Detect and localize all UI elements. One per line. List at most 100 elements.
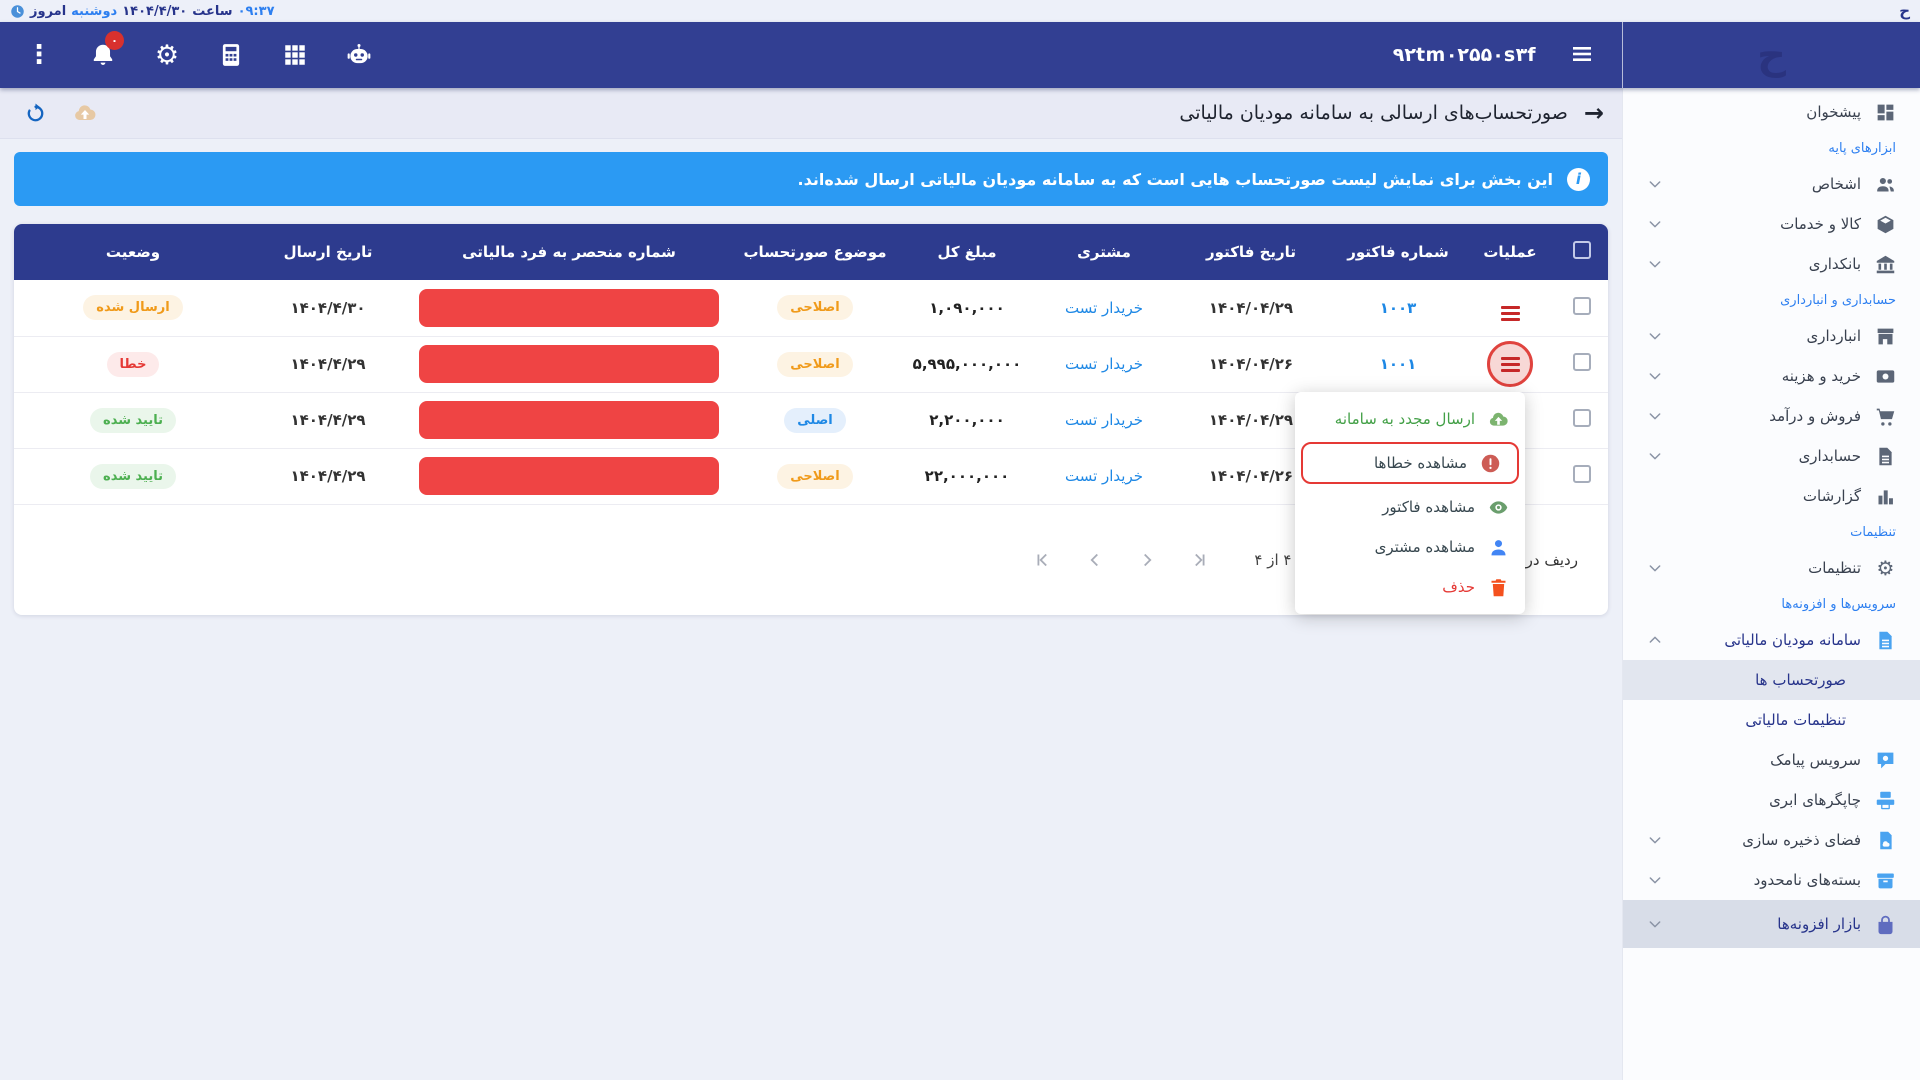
info-banner: i این بخش برای نمایش لیست صورتحساب هایی …: [14, 152, 1608, 206]
chevron-down-icon: [1647, 832, 1663, 848]
sidebar-item-banking[interactable]: بانکداری: [1623, 244, 1920, 284]
sidebar-toggle-icon[interactable]: [1566, 38, 1600, 72]
sent-date: ۱۴۰۴/۴/۲۹: [290, 411, 366, 429]
info-banner-text: این بخش برای نمایش لیست صورتحساب هایی اس…: [797, 169, 1553, 189]
invoice-date: ۱۴۰۴/۰۴/۲۹: [1208, 298, 1294, 317]
sidebar-item-invoices[interactable]: صورتحساب ها: [1623, 660, 1920, 700]
total-amount: ۲,۲۰۰,۰۰۰: [929, 411, 1005, 429]
gears-icon: ⚙: [1876, 556, 1895, 580]
sidebar-item-tax-settings[interactable]: تنظیمات مالیاتی: [1745, 711, 1846, 729]
top-navbar: ح ۹۲tm۰۲۵۵۰s۳f ⚙ ۰ ⋮: [0, 22, 1920, 88]
page-toolbar: → صورتحساب‌های ارسالی به سامانه مودیان م…: [0, 88, 1622, 138]
table-row: ۱۰۰۳ ۱۴۰۴/۰۴/۲۹ خریدار تست ۱,۰۹۰,۰۰۰ اصل…: [14, 280, 1608, 337]
menu-item-view-customer[interactable]: مشاهده مشتری: [1295, 527, 1525, 567]
header-total: مبلغ کل: [896, 224, 1038, 280]
chevron-down-icon: [1647, 368, 1663, 384]
row-checkbox[interactable]: [1573, 409, 1591, 427]
subject-badge: اصلاحی: [777, 463, 853, 489]
chevron-down-icon: [1647, 176, 1663, 192]
sent-date: ۱۴۰۴/۴/۳۰: [290, 298, 366, 317]
header-invoice-no: شماره فاکتور: [1332, 224, 1464, 280]
header-operations: عملیات: [1464, 224, 1556, 280]
invoice-date: ۱۴۰۴/۰۴/۲۹: [1208, 411, 1294, 429]
sidebar-item-settings[interactable]: ⚙ تنظیمات: [1623, 548, 1920, 588]
sidebar-item-sms-service[interactable]: سرویس پیامک: [1623, 740, 1920, 780]
os-top-strip: ح ۰۹:۳۷ ساعت ۱۴۰۴/۴/۳۰ دوشنبه امروز: [0, 0, 1920, 22]
calculator-icon[interactable]: [214, 38, 248, 72]
sidebar-section-accounting-inventory: حسابداری و انبارداری: [1780, 292, 1896, 308]
sidebar-item-goods-services[interactable]: کالا و خدمات: [1623, 204, 1920, 244]
sidebar-item-dashboard[interactable]: پیشخوان: [1623, 92, 1920, 132]
sidebar-item-inventory[interactable]: انبارداری: [1623, 316, 1920, 356]
sidebar-section-settings: تنظیمات: [1850, 524, 1896, 540]
customer-link[interactable]: خریدار تست: [1064, 298, 1144, 317]
sidebar-item-sales-income[interactable]: فروش و درآمد: [1623, 396, 1920, 436]
settings-gear-icon[interactable]: ⚙: [154, 39, 180, 71]
time-value: ۰۹:۳۷: [237, 3, 275, 19]
customer-link[interactable]: خریدار تست: [1064, 355, 1144, 373]
assistant-bot-icon[interactable]: [342, 38, 376, 72]
sidebar-item-persons[interactable]: اشخاص: [1623, 164, 1920, 204]
prev-page-button[interactable]: [1084, 549, 1106, 571]
select-all-checkbox[interactable]: [1573, 241, 1591, 259]
workspace-id: ۹۲tm۰۲۵۵۰s۳f: [1392, 44, 1536, 66]
table-row: ۱۰۰۱ ۱۴۰۴/۰۴/۲۶ خریدار تست ۵,۹۹۵,۰۰۰,۰۰۰…: [14, 336, 1608, 393]
chevron-down-icon: [1647, 408, 1663, 424]
sidebar-item-storage-space[interactable]: فضای ذخیره سازی: [1623, 820, 1920, 860]
row-checkbox[interactable]: [1573, 465, 1591, 483]
customer-link[interactable]: خریدار تست: [1064, 411, 1144, 429]
notifications-bell-icon[interactable]: ۰: [86, 31, 124, 72]
app-logo-small: ح: [1899, 1, 1910, 20]
sidebar-section-services-addons: سرویس‌ها و افزونه‌ها: [1781, 596, 1896, 612]
sidebar-section-basic-tools: ابزارهای پایه: [1828, 140, 1896, 156]
today-label: امروز: [30, 3, 67, 19]
sidebar-item-purchase-expense[interactable]: خرید و هزینه: [1623, 356, 1920, 396]
chevron-down-icon: [1647, 328, 1663, 344]
back-arrow-icon[interactable]: →: [1583, 99, 1604, 127]
menu-item-resend-to-system[interactable]: ارسال مجدد به سامانه: [1295, 399, 1525, 439]
refresh-icon[interactable]: [18, 96, 52, 130]
chevron-down-icon: [1647, 916, 1663, 932]
cloud-upload-icon[interactable]: [68, 96, 102, 130]
header-select-all: [1556, 224, 1608, 280]
sidebar-item-accounting[interactable]: حسابداری: [1623, 436, 1920, 476]
chevron-down-icon: [1647, 216, 1663, 232]
invoice-number[interactable]: ۱۰۰۱: [1379, 355, 1417, 373]
subject-badge: اصلی: [784, 407, 846, 433]
sidebar-item-label: پیشخوان: [1806, 103, 1861, 121]
next-page-button[interactable]: [1136, 549, 1158, 571]
subject-badge: اصلاحی: [777, 295, 853, 321]
header-tax-uid: شماره منحصر به فرد مالیاتی: [404, 224, 734, 280]
row-checkbox[interactable]: [1573, 353, 1591, 371]
actions-menu-button-active[interactable]: [1487, 341, 1533, 387]
date-value: ۱۴۰۴/۴/۳۰: [122, 3, 188, 19]
header-invoice-date: تاریخ فاکتور: [1170, 224, 1332, 280]
invoice-date: ۱۴۰۴/۰۴/۲۶: [1208, 355, 1294, 373]
sidebar-item-reports[interactable]: گزارشات: [1623, 476, 1920, 516]
apps-grid-icon[interactable]: [278, 38, 312, 72]
invoice-number[interactable]: ۱۰۰۳: [1379, 298, 1417, 317]
table-header-row: عملیات شماره فاکتور تاریخ فاکتور مشتری م…: [14, 224, 1608, 280]
navbar-logo-zone: ح: [1622, 22, 1920, 88]
status-badge: تایید شده: [90, 463, 176, 489]
sidebar-item-cloud-printers[interactable]: چاپگرهای ابری: [1623, 780, 1920, 820]
error-exclamation-icon: [1480, 453, 1501, 474]
menu-item-view-errors[interactable]: مشاهده خطاها: [1301, 442, 1519, 484]
menu-item-delete[interactable]: حذف: [1295, 567, 1525, 607]
menu-item-view-invoice[interactable]: مشاهده فاکتور: [1295, 487, 1525, 527]
row-checkbox[interactable]: [1573, 296, 1591, 315]
sidebar-item-tax-moadian-system[interactable]: سامانه مودیان مالیاتی: [1623, 620, 1920, 660]
chevron-up-icon: [1647, 632, 1663, 648]
total-amount: ۵,۹۹۵,۰۰۰,۰۰۰: [912, 355, 1022, 373]
sidebar-item-unlimited-packages[interactable]: بسته‌های نامحدود: [1623, 860, 1920, 900]
kebab-menu-icon[interactable]: ⋮: [26, 40, 52, 70]
actions-menu-icon[interactable]: [1500, 356, 1520, 372]
chevron-down-icon: [1647, 560, 1663, 576]
actions-menu-icon[interactable]: [1500, 305, 1520, 321]
sidebar-item-addons-market[interactable]: بازار افزونه‌ها: [1623, 900, 1920, 948]
last-page-button[interactable]: [1188, 549, 1210, 571]
customer-link[interactable]: خریدار تست: [1064, 467, 1144, 485]
header-status: وضعیت: [14, 224, 252, 280]
first-page-button[interactable]: [1032, 549, 1054, 571]
cloud-upload-icon: [1488, 409, 1509, 430]
